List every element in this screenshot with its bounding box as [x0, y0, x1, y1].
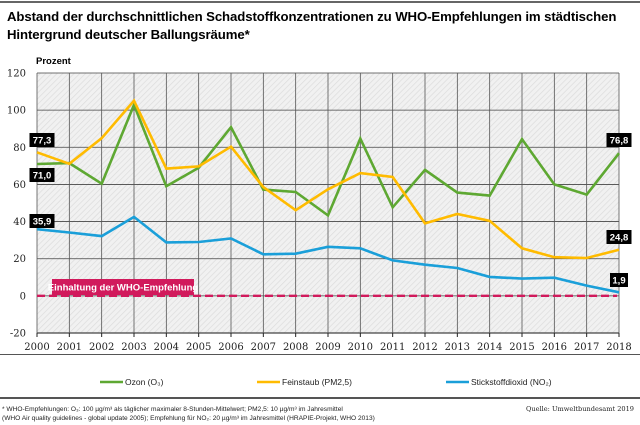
y-tick-label: 120: [7, 69, 26, 80]
start-label-no2: 35,9: [33, 217, 52, 228]
who-reference-label: Einhaltung der WHO-Empfehlung: [48, 283, 199, 294]
x-tick-label: 2000: [24, 342, 49, 353]
chart-title: Abstand der durchschnittlichen Schadstof…: [7, 9, 617, 42]
x-tick-label: 2015: [509, 342, 534, 353]
footnote: * WHO-Empfehlungen: O₃: 100 µg/m³ als tä…: [2, 405, 375, 423]
start-label-ozon: 71,0: [33, 171, 52, 182]
legend-top-rule: [0, 354, 640, 355]
x-tick-label: 2003: [121, 342, 146, 353]
y-tick-label: -20: [10, 329, 26, 340]
y-tick-label: 40: [13, 217, 26, 228]
who-reference: Einhaltung der WHO-Empfehlung: [37, 279, 617, 298]
y-tick-label: 20: [13, 254, 26, 265]
start-label-ozon-box: [29, 168, 55, 182]
x-tick-label: 2001: [57, 342, 82, 353]
y-tick-label: 80: [13, 143, 26, 154]
x-tick-label: 2004: [154, 342, 179, 353]
y-axis-unit-label: Prozent: [36, 56, 71, 67]
x-tick-label: 2016: [542, 342, 567, 353]
x-tick-label: 2009: [315, 342, 340, 353]
start-label-pm25-box: [29, 133, 55, 147]
source-credit: Quelle: Umweltbundesamt 2019: [525, 405, 634, 413]
end-label-pm25-box: [606, 230, 632, 244]
legend: Ozon (O₃) Feinstaub (PM2,5) Stickstoffdiox…: [100, 377, 552, 387]
end-label-ozon: 76,8: [610, 136, 629, 147]
footnote-line-1: * WHO-Empfehlungen: O₃: 100 µg/m³ als tä…: [2, 406, 343, 413]
x-tick-label: 2008: [283, 342, 308, 353]
top-rule: [0, 1, 640, 3]
x-axis: 2000 2001 2002 2003 2004 2005 2006 2007 2008 2009…: [24, 342, 631, 353]
x-tick-label: 2002: [89, 342, 114, 353]
y-axis: -20 0 20 40 60 80 100 120: [7, 69, 26, 340]
start-label-no2-box: [29, 214, 55, 228]
start-label-pm25: 77,3: [33, 136, 52, 147]
x-tick-label: 2007: [251, 342, 276, 353]
end-label-no2: 1,9: [612, 276, 625, 287]
y-tick-label: 100: [7, 106, 26, 117]
x-tick-label: 2013: [445, 342, 470, 353]
who-reference-label-box: [52, 279, 194, 295]
value-labels: 71,0 76,8 77,3 24,8 35,9 1,9: [29, 133, 632, 287]
x-tick-label: 2012: [412, 342, 437, 353]
x-tick-label: 2018: [606, 342, 631, 353]
end-label-no2-box: [610, 273, 628, 287]
legend-label-ozon: Ozon (O₃): [125, 377, 164, 387]
legend-label-no2: Stickstoffdioxid (NO₂): [471, 377, 552, 387]
footer-rule: [0, 397, 640, 399]
end-label-pm25: 24,8: [610, 233, 629, 244]
series-group: [36, 98, 621, 294]
y-tick-label: 60: [13, 180, 26, 191]
end-label-ozon-box: [606, 133, 632, 147]
x-tick-label: 2006: [218, 342, 243, 353]
x-tick-label: 2014: [477, 342, 502, 353]
x-tick-label: 2010: [348, 342, 373, 353]
x-tick-label: 2011: [380, 342, 405, 353]
legend-label-pm25: Feinstaub (PM2,5): [282, 377, 352, 387]
x-tick-label: 2017: [574, 342, 599, 353]
footnote-line-2: (WHO Air quality guidelines - global upd…: [2, 415, 375, 422]
x-tick-label: 2005: [186, 342, 211, 353]
y-tick-label: 0: [20, 291, 26, 302]
